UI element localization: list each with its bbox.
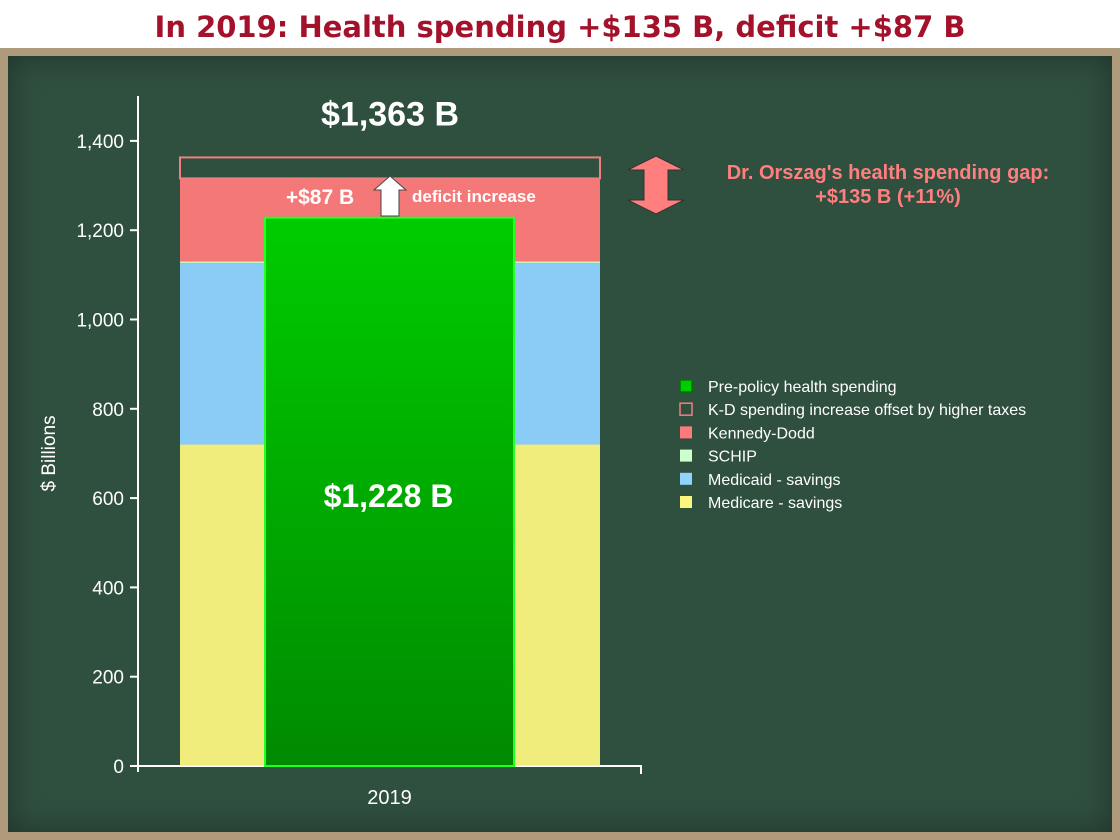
legend-swatch <box>680 472 692 485</box>
deficit-amount-label: +$87 B <box>286 186 354 209</box>
bar-pre-policy <box>264 216 515 767</box>
y-tick-label: 600 <box>92 489 124 510</box>
legend-swatch <box>680 426 692 439</box>
y-axis-label: $ Billions <box>39 415 60 491</box>
gap-arrow-icon <box>627 155 685 215</box>
y-tick-label: 1,000 <box>76 311 124 332</box>
legend-label: K-D spending increase offset by higher t… <box>708 402 1026 419</box>
legend-swatch <box>679 402 693 416</box>
legend-swatch <box>680 449 692 462</box>
chart: 0 200 400 600 800 1,000 1,200 1,400 $ Billions 20… <box>39 95 1050 809</box>
x-tick-label: 2019 <box>367 787 412 809</box>
legend-label: Pre-policy health spending <box>708 379 897 396</box>
gap-annotation-line2: +$135 B (+11%) <box>815 186 961 208</box>
y-tick-label: 400 <box>92 578 124 599</box>
y-tick-label: 1,200 <box>76 221 124 242</box>
pre-policy-label: $1,228 B <box>324 478 454 514</box>
gap-annotation-line1: Dr. Orszag's health spending gap: <box>727 162 1050 184</box>
y-tick-label: 800 <box>92 400 124 421</box>
chalkboard: 0 200 400 600 800 1,000 1,200 1,400 $ Billions 20… <box>8 56 1112 832</box>
legend-label: Medicaid - savings <box>708 472 841 489</box>
legend-label: Kennedy-Dodd <box>708 425 815 442</box>
legend-swatch <box>679 379 693 393</box>
legend-label: SCHIP <box>708 449 757 466</box>
legend-label: Medicare - savings <box>708 495 842 512</box>
y-tick-label: 0 <box>113 757 124 778</box>
total-label: $1,363 B <box>321 95 459 133</box>
bar-segment-kd-offset <box>179 156 601 180</box>
deficit-arrow-icon <box>372 175 408 217</box>
page-title: In 2019: Health spending +$135 B, defici… <box>154 10 966 44</box>
y-tick-label: 1,400 <box>76 132 124 153</box>
deficit-increase-label: deficit increase <box>412 187 536 206</box>
y-tick-label: 200 <box>92 668 124 689</box>
legend-swatch <box>680 496 692 508</box>
